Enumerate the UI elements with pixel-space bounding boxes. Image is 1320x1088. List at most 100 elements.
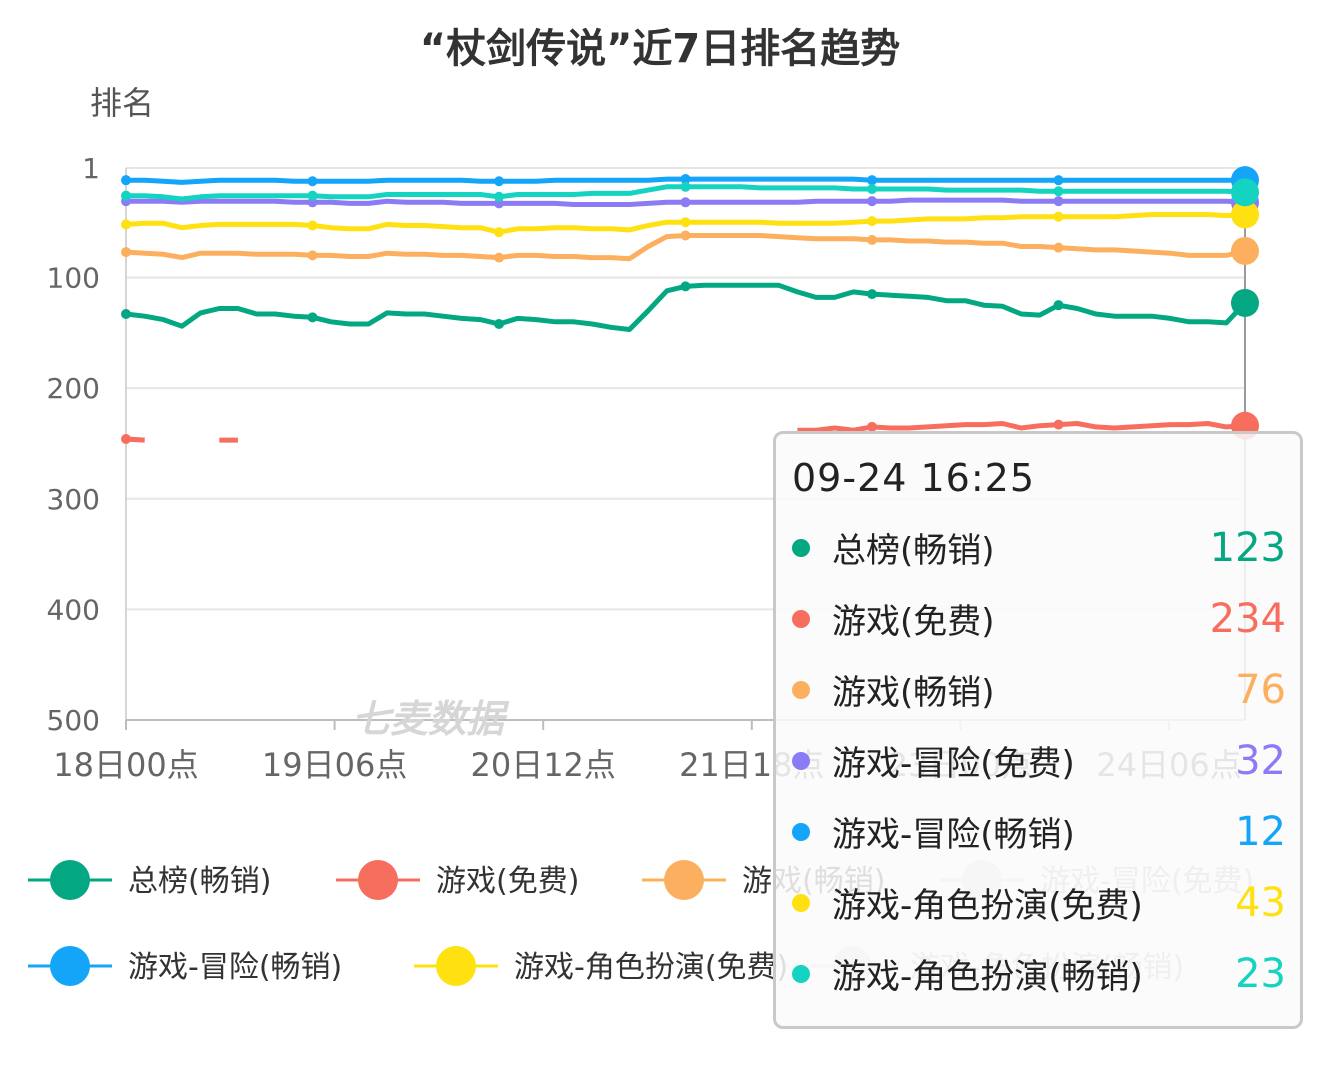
tooltip-dot — [792, 822, 810, 841]
data-point — [1053, 175, 1064, 186]
series-lines[interactable] — [121, 174, 1247, 445]
y-tick-label: 500 — [47, 704, 100, 737]
data-point — [307, 176, 318, 187]
tooltip-value: 43 — [1235, 879, 1286, 926]
x-tick-label: 20日12点 — [470, 746, 615, 784]
tooltip-label: 游戏(免费) — [832, 602, 995, 642]
data-point — [1053, 186, 1064, 197]
legend-marker — [664, 860, 704, 900]
data-point — [867, 175, 877, 186]
tooltip-dot — [792, 538, 810, 557]
y-tick-label: 100 — [47, 262, 100, 295]
tooltip-dot — [792, 964, 810, 983]
tooltip-label: 游戏-角色扮演(畅销) — [832, 957, 1143, 997]
tooltip-value: 32 — [1235, 737, 1286, 784]
tooltip-label: 游戏-冒险(免费) — [832, 744, 1075, 784]
tooltip-value: 12 — [1235, 808, 1286, 855]
tooltip-label: 游戏-角色扮演(免费) — [832, 886, 1143, 926]
legend-marker — [50, 946, 90, 986]
tooltip-label: 游戏-冒险(畅销) — [832, 815, 1075, 855]
tooltip: 09-24 16:25 总榜(畅销) 123 游戏(免费) 234 游戏(畅销) 76 游戏… — [773, 431, 1303, 1029]
tooltip-row: 游戏-角色扮演(畅销) 23 — [792, 938, 1286, 1009]
y-tick-label: 200 — [47, 372, 100, 405]
legend-marker — [50, 860, 90, 900]
data-point — [680, 230, 691, 241]
data-point — [1053, 419, 1064, 430]
tooltip-dot — [792, 751, 810, 770]
data-point — [680, 281, 691, 292]
data-point — [867, 289, 877, 300]
legend-marker — [436, 946, 476, 986]
tooltip-label: 游戏(畅销) — [832, 673, 995, 713]
data-point — [867, 216, 877, 227]
data-point — [494, 176, 504, 187]
legend-item[interactable]: 游戏-角色扮演(免费) — [414, 946, 788, 986]
hover-point — [1231, 236, 1259, 265]
data-point — [680, 181, 691, 192]
tooltip-row: 游戏-角色扮演(免费) 43 — [792, 867, 1286, 938]
tooltip-dot — [792, 609, 810, 628]
data-point — [121, 247, 131, 258]
data-point — [680, 197, 691, 208]
data-point — [307, 190, 318, 201]
tooltip-value: 23 — [1235, 950, 1286, 997]
data-point — [867, 234, 877, 245]
data-point — [494, 191, 504, 202]
data-point — [680, 217, 691, 228]
legend-label: 游戏-冒险(畅销) — [128, 950, 342, 985]
x-tick-label: 19日06点 — [262, 746, 407, 784]
data-point — [121, 175, 131, 186]
data-point — [121, 309, 131, 320]
tooltip-row: 游戏-冒险(免费) 32 — [792, 725, 1286, 796]
data-point — [121, 434, 131, 445]
y-axis-ticks: 1 100 200 300 400 500 — [47, 152, 100, 737]
y-tick-label: 1 — [82, 152, 100, 185]
y-tick-label: 400 — [47, 593, 100, 626]
tooltip-value: 76 — [1235, 666, 1286, 713]
tooltip-row: 游戏(畅销) 76 — [792, 654, 1286, 725]
data-point — [307, 312, 318, 323]
y-tick-label: 300 — [47, 483, 100, 516]
data-point — [494, 227, 504, 238]
legend-item[interactable]: 游戏(免费) — [336, 860, 579, 900]
data-point — [1053, 300, 1064, 311]
tooltip-row: 总榜(畅销) 123 — [792, 512, 1286, 583]
y-axis-name: 排名 — [90, 84, 154, 122]
legend-label: 游戏(免费) — [436, 864, 579, 899]
watermark: 七麦数据 — [352, 697, 510, 741]
tooltip-rows: 总榜(畅销) 123 游戏(免费) 234 游戏(畅销) 76 游戏-冒险(免费) 32 游戏-… — [792, 512, 1286, 1009]
hover-points — [1231, 166, 1259, 440]
hover-point — [1231, 288, 1259, 317]
legend-marker — [358, 860, 398, 900]
legend-label: 游戏-角色扮演(免费) — [514, 950, 788, 985]
hover-point — [1231, 200, 1259, 229]
data-point — [680, 174, 691, 185]
data-point — [867, 196, 877, 207]
data-point — [494, 252, 504, 263]
data-point — [121, 190, 131, 201]
hover-point — [1231, 178, 1259, 207]
series-line[interactable] — [125, 282, 1247, 332]
tooltip-label: 总榜(畅销) — [832, 531, 995, 571]
data-point — [867, 421, 877, 432]
tooltip-value: 123 — [1209, 524, 1286, 571]
legend-item[interactable]: 总榜(畅销) — [28, 860, 271, 900]
data-point — [1053, 242, 1064, 253]
tooltip-dot — [792, 680, 810, 699]
chart-title: “杖剑传说”近7日排名趋势 — [420, 26, 900, 72]
data-point — [307, 220, 318, 231]
data-point — [307, 250, 318, 261]
tooltip-value: 234 — [1209, 595, 1286, 642]
data-point — [1053, 211, 1064, 222]
legend-item[interactable]: 游戏-冒险(畅销) — [28, 946, 342, 986]
x-tick-label: 18日00点 — [53, 746, 198, 784]
tooltip-row: 游戏-冒险(畅销) 12 — [792, 796, 1286, 867]
tooltip-row: 游戏(免费) 234 — [792, 583, 1286, 654]
legend-label: 总榜(畅销) — [128, 864, 271, 899]
data-point — [867, 184, 877, 195]
tooltip-time: 09-24 16:25 — [792, 456, 1036, 500]
data-point — [1053, 196, 1064, 207]
data-point — [121, 219, 131, 230]
data-point — [494, 318, 504, 329]
